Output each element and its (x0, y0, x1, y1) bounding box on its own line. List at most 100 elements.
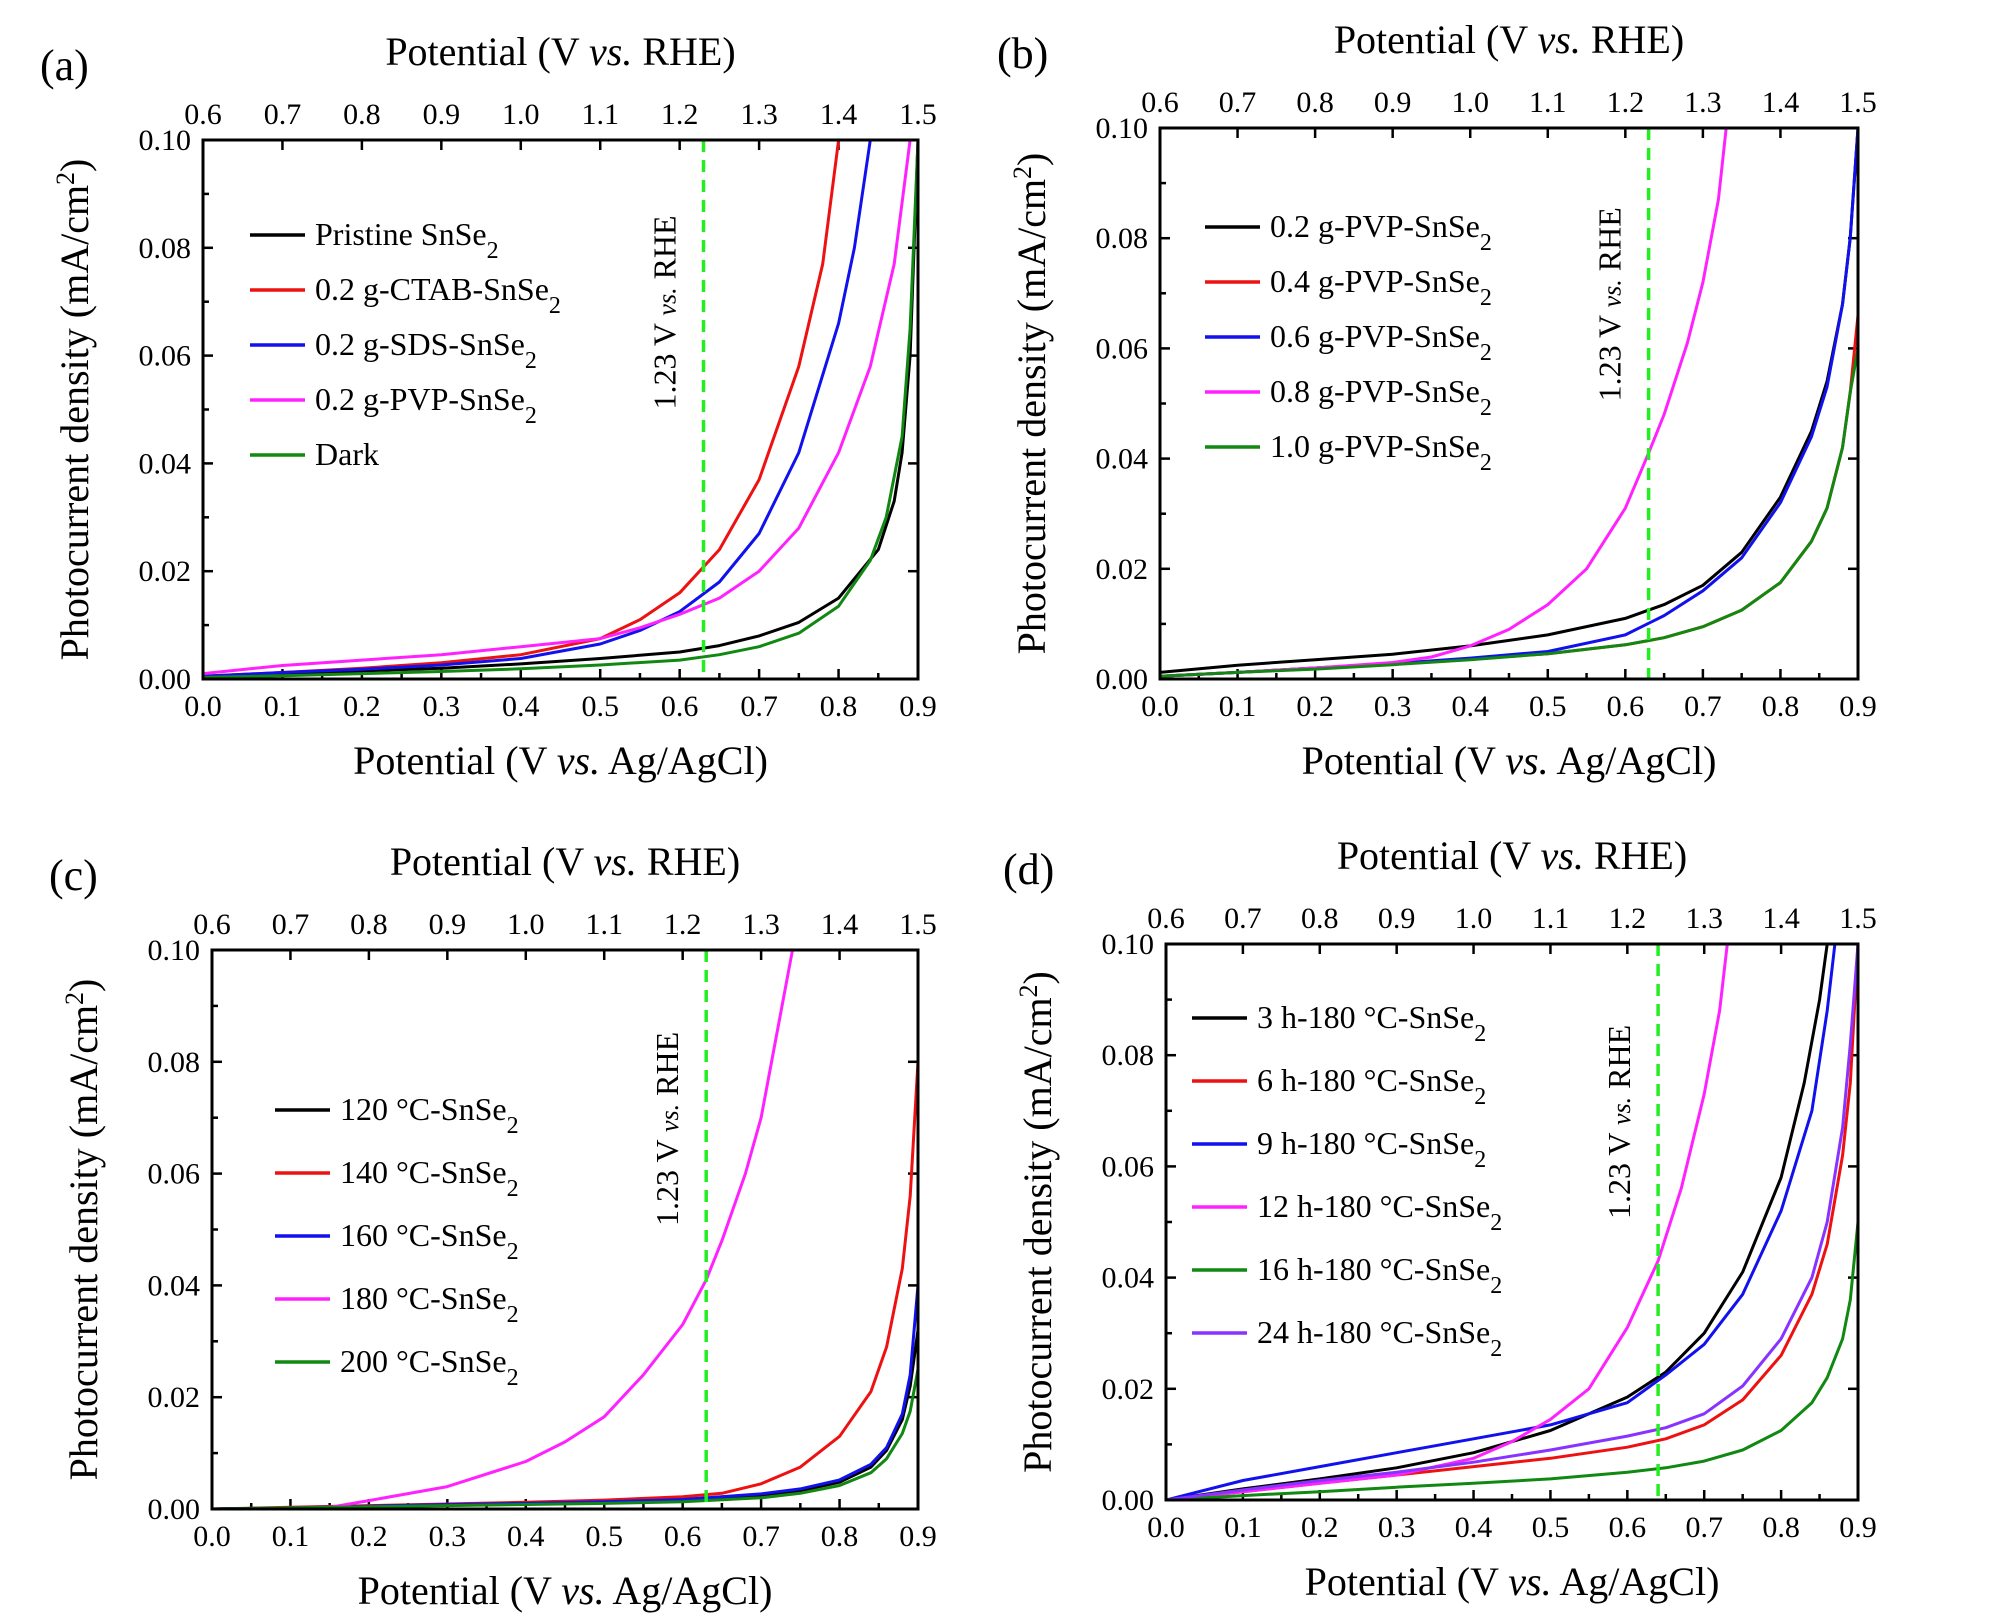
y-title-sup: 2 (1008, 166, 1037, 179)
legend-name: 12 h-180 °C-SnSe (1257, 1188, 1490, 1224)
x-tick-label: 0.9 (1839, 690, 1877, 723)
legend-label-4: 12 h-180 °C-SnSe2 (1257, 1188, 1502, 1236)
series-line-3 (1160, 128, 1858, 678)
y-axis-title: Photocurrent density (mA/cm2) (60, 979, 107, 1481)
panel-a: (a) 0.0 0.1 0.2 0.3 0.4 0.5 0.6 0.7 0.8 0.9 0.6 0.7 0… (40, 29, 937, 783)
x-tick-label: 0.7 (742, 1520, 780, 1553)
legend-name: 16 h-180 °C-SnSe (1257, 1251, 1490, 1287)
top-x-tick-label: 1.2 (1609, 902, 1647, 935)
top-x-tick-label: 1.0 (507, 908, 545, 941)
legend-sub: 2 (1474, 1084, 1486, 1110)
top-x-tick-label: 1.3 (1685, 902, 1723, 935)
legend-label-3: 9 h-180 °C-SnSe2 (1257, 1125, 1486, 1173)
x-axis-title: Potential (V vs. Ag/AgCl) (353, 738, 768, 783)
x-tick-label: 0.2 (350, 1520, 388, 1553)
x-axis-title: Potential (V vs. Ag/AgCl) (1305, 1559, 1720, 1604)
panel-label: (d) (1003, 845, 1054, 894)
top-x-tick-label: 1.0 (502, 98, 540, 131)
x-tick-label: 0.7 (740, 690, 778, 723)
legend-sub: 2 (1480, 285, 1492, 311)
legend-label-2: 6 h-180 °C-SnSe2 (1257, 1062, 1486, 1110)
x-title-part: Potential (V (1302, 738, 1506, 783)
y-tick-label: 0.06 (1096, 332, 1149, 365)
x-tick-label: 0.5 (581, 690, 619, 723)
legend-label-2: 0.4 g-PVP-SnSe2 (1270, 263, 1492, 311)
series-line-4 (203, 140, 912, 676)
top-axis-title: Potential (V vs. RHE) (385, 29, 735, 74)
y-tick-label: 0.06 (139, 340, 192, 373)
marker-label-part: 1.23 V (647, 316, 683, 410)
legend-label-2: 140 °C-SnSe2 (340, 1154, 519, 1202)
legend-name: 140 °C-SnSe (340, 1154, 507, 1190)
top-x-tick-label: 1.3 (1684, 86, 1722, 119)
legend-sub: 2 (507, 1239, 519, 1265)
plot-frame (210, 948, 920, 1511)
x-tick-label: 0.9 (899, 1520, 937, 1553)
series-group (1166, 944, 1858, 1500)
legend-sub: 2 (1490, 1273, 1502, 1299)
x-title-vs: vs. (561, 1568, 604, 1613)
series-line-2 (1160, 313, 1858, 678)
x-title-part: Ag/AgCl) (1552, 1559, 1720, 1604)
top-x-tick-label: 1.4 (1762, 902, 1800, 935)
x-tick-label: 0.8 (820, 690, 858, 723)
legend-name: 9 h-180 °C-SnSe (1257, 1125, 1474, 1161)
x-tick-label: 0.3 (1374, 690, 1412, 723)
x-tick-label: 0.7 (1684, 690, 1722, 723)
series-line-6 (1166, 944, 1858, 1500)
marker-label-part: 1.23 V (649, 1132, 685, 1226)
y-tick-label: 0.04 (148, 1269, 201, 1302)
legend-sub: 2 (1480, 450, 1492, 476)
marker-label-vs: vs. (1598, 279, 1627, 307)
legend-name: 0.2 g-PVP-SnSe (1270, 208, 1480, 244)
legend-label-3: 0.2 g-SDS-SnSe2 (315, 326, 537, 374)
y-title-part: ) (1009, 153, 1054, 166)
y-tick-label: 0.00 (139, 663, 192, 696)
series-line-4 (1160, 128, 1728, 678)
legend-name: Dark (315, 436, 379, 472)
top-title-part: RHE) (1584, 833, 1687, 878)
x-tick-label: 0.0 (184, 690, 222, 723)
series-line-5 (212, 1367, 918, 1509)
top-x-tick-label: 0.8 (343, 98, 381, 131)
x-tick-label: 0.2 (1301, 1511, 1339, 1544)
legend-sub: 2 (525, 348, 537, 374)
legend-label-5: 200 °C-SnSe2 (340, 1343, 519, 1391)
legend-label-2: 0.2 g-CTAB-SnSe2 (315, 271, 561, 319)
series-group (203, 140, 918, 679)
panel-label: (c) (49, 851, 98, 900)
top-x-tick-label: 1.4 (820, 98, 858, 131)
legend-name: 1.0 g-PVP-SnSe (1270, 428, 1480, 464)
legend-name: 0.6 g-PVP-SnSe (1270, 318, 1480, 354)
top-title-vs: vs. (594, 839, 637, 884)
legend-sub: 2 (525, 403, 537, 429)
panel-c: (c) 0.0 0.1 0.2 0.3 0.4 0.5 0.6 0.7 0.8 0.9 0.6 0.7 0… (49, 839, 937, 1613)
series-line-3 (212, 1283, 918, 1509)
top-title-vs: vs. (589, 29, 632, 74)
top-axis-title: Potential (V vs. RHE) (1337, 833, 1687, 878)
top-x-tick-label: 0.7 (1224, 902, 1262, 935)
x-tick-label: 0.4 (1455, 1511, 1493, 1544)
x-tick-label: 0.2 (1296, 690, 1334, 723)
y-title-part: ) (1015, 971, 1060, 984)
top-x-tick-label: 0.6 (193, 908, 231, 941)
top-x-tick-label: 1.1 (1532, 902, 1570, 935)
y-title-part: Photocurrent density (mA/cm (61, 1005, 106, 1480)
top-x-tick-label: 1.1 (585, 908, 623, 941)
top-title-vs: vs. (1541, 833, 1584, 878)
x-tick-label: 0.0 (1141, 690, 1179, 723)
legend-sub: 2 (1480, 340, 1492, 366)
plot-frame (201, 138, 920, 681)
top-x-tick-label: 0.9 (1374, 86, 1412, 119)
legend-sub: 2 (507, 1176, 519, 1202)
top-title-part: Potential (V (390, 839, 594, 884)
y-tick-label: 0.04 (1096, 443, 1149, 476)
legend-label-1: 0.2 g-PVP-SnSe2 (1270, 208, 1492, 256)
x-axis-title: Potential (V vs. Ag/AgCl) (1302, 738, 1717, 783)
x-tick-label: 0.3 (429, 1520, 467, 1553)
legend-name: 120 °C-SnSe (340, 1091, 507, 1127)
x-tick-label: 0.3 (423, 690, 461, 723)
x-tick-label: 0.1 (264, 690, 302, 723)
legend-label-5: Dark (315, 436, 379, 472)
top-title-vs: vs. (1538, 17, 1581, 62)
